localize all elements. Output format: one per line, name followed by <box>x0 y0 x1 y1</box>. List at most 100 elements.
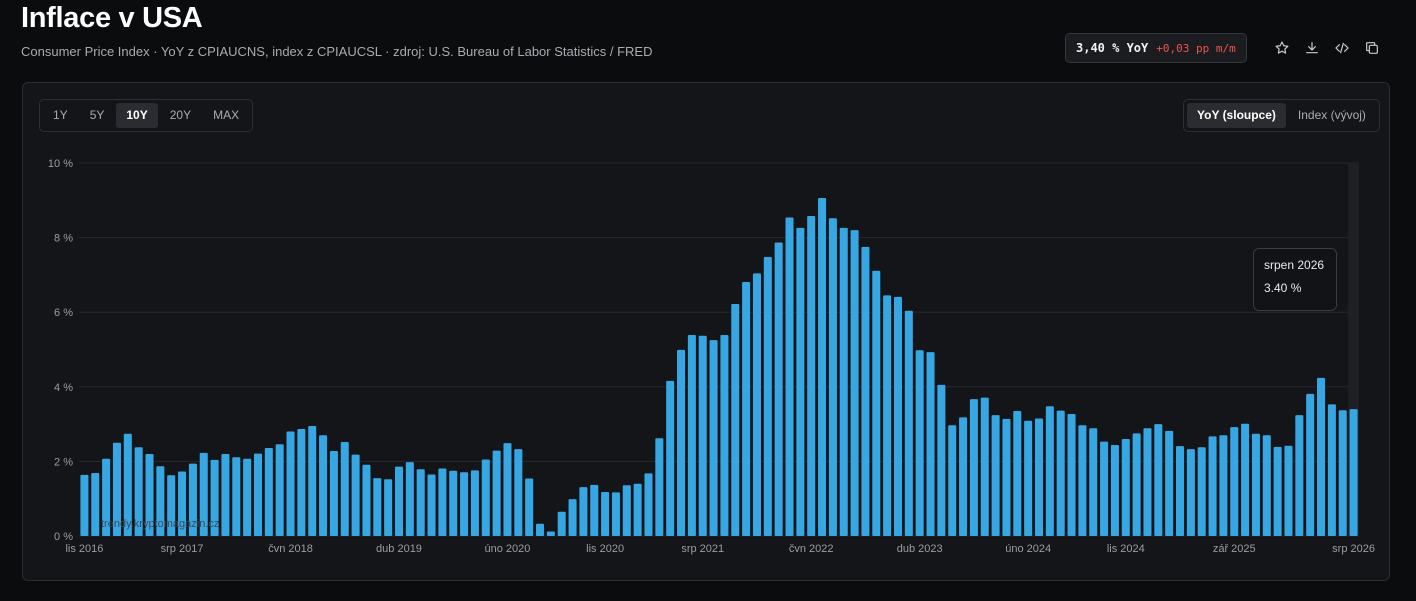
bar[interactable] <box>959 417 968 536</box>
bar[interactable] <box>828 218 837 537</box>
bar[interactable] <box>557 511 566 536</box>
bar[interactable] <box>362 464 371 536</box>
range-5y-button[interactable]: 5Y <box>89 108 105 122</box>
bar[interactable] <box>633 483 642 536</box>
bar[interactable] <box>926 352 935 536</box>
bar[interactable] <box>1295 415 1304 536</box>
bar[interactable] <box>319 435 328 536</box>
bar[interactable] <box>253 453 262 536</box>
bar[interactable] <box>839 227 848 537</box>
bar[interactable] <box>872 270 881 536</box>
bar[interactable] <box>232 457 241 536</box>
bar[interactable] <box>438 468 447 536</box>
bar[interactable] <box>1045 406 1054 536</box>
bar[interactable] <box>774 242 783 536</box>
code-icon[interactable] <box>1330 37 1354 59</box>
bar[interactable] <box>481 459 490 536</box>
bar[interactable] <box>449 470 458 536</box>
bar[interactable] <box>991 415 1000 536</box>
star-icon[interactable] <box>1270 37 1294 59</box>
bar[interactable] <box>980 397 989 536</box>
bar[interactable] <box>1078 425 1087 536</box>
mode-yoy-button[interactable]: YoY (sloupce) <box>1187 103 1286 128</box>
bar[interactable] <box>1317 377 1326 536</box>
bar[interactable] <box>1110 444 1119 536</box>
bar[interactable] <box>1176 446 1185 536</box>
bar[interactable] <box>568 499 577 536</box>
bar[interactable] <box>969 399 978 536</box>
bar[interactable] <box>579 487 588 536</box>
bar[interactable] <box>264 447 273 536</box>
bar[interactable] <box>1100 441 1109 536</box>
bar[interactable] <box>1262 435 1271 536</box>
bar[interactable] <box>1327 404 1336 536</box>
bar[interactable] <box>698 335 707 536</box>
bar[interactable] <box>861 246 870 537</box>
bar[interactable] <box>102 458 111 536</box>
bar[interactable] <box>677 349 686 536</box>
bar[interactable] <box>752 273 761 536</box>
bar[interactable] <box>611 492 620 536</box>
bar[interactable] <box>373 478 382 536</box>
bar[interactable] <box>1056 410 1065 536</box>
bar[interactable] <box>210 459 219 536</box>
bar[interactable] <box>1024 420 1033 536</box>
bar[interactable] <box>1132 433 1141 536</box>
bar[interactable] <box>503 443 512 536</box>
bar[interactable] <box>1013 411 1022 536</box>
bar[interactable] <box>1089 428 1098 536</box>
bar[interactable] <box>167 475 176 536</box>
bar[interactable] <box>1338 410 1347 536</box>
bar[interactable] <box>1306 393 1315 536</box>
bar[interactable] <box>145 453 154 536</box>
bar[interactable] <box>514 449 523 536</box>
bar[interactable] <box>460 472 469 536</box>
copy-icon[interactable] <box>1360 37 1384 59</box>
bar[interactable] <box>1186 449 1195 536</box>
bar[interactable] <box>893 296 902 536</box>
bar[interactable] <box>1067 414 1076 536</box>
bar[interactable] <box>1002 418 1011 536</box>
bar-chart[interactable]: 0 % 2 % 4 % 6 % 8 % 10 % lis 2016 srp 2017 čvn 2… <box>23 83 1389 580</box>
bar[interactable] <box>622 485 631 536</box>
bar[interactable] <box>470 470 479 536</box>
bar[interactable] <box>731 303 740 536</box>
bar[interactable] <box>937 384 946 536</box>
range-20y-button[interactable]: 20Y <box>169 108 192 122</box>
bar[interactable] <box>308 425 317 536</box>
bar[interactable] <box>416 469 425 536</box>
bar[interactable] <box>1251 433 1260 536</box>
bar[interactable] <box>384 479 393 536</box>
bar[interactable] <box>1154 424 1163 536</box>
bar[interactable] <box>199 452 208 536</box>
bar[interactable] <box>948 425 957 536</box>
bar[interactable] <box>156 466 165 536</box>
bar[interactable] <box>134 447 143 536</box>
bar[interactable] <box>1208 436 1217 536</box>
bar[interactable] <box>904 310 913 536</box>
range-max-button[interactable]: MAX <box>213 108 240 122</box>
bar[interactable] <box>1143 428 1152 536</box>
bar[interactable] <box>850 230 859 536</box>
bar[interactable] <box>112 442 121 536</box>
bar[interactable] <box>394 466 404 536</box>
bar[interactable] <box>644 473 653 536</box>
bar[interactable] <box>188 463 197 536</box>
bar[interactable] <box>742 281 751 536</box>
bar[interactable] <box>275 444 284 536</box>
bar[interactable] <box>1273 446 1282 536</box>
bar[interactable] <box>351 454 360 536</box>
bar[interactable] <box>709 340 718 536</box>
bar[interactable] <box>1219 435 1228 536</box>
bar[interactable] <box>601 491 610 536</box>
bar[interactable] <box>883 295 892 536</box>
bar[interactable] <box>123 433 132 536</box>
bar[interactable] <box>492 450 501 536</box>
bar[interactable] <box>1230 427 1239 536</box>
bar[interactable] <box>525 478 534 536</box>
bar[interactable] <box>590 484 599 536</box>
bar[interactable] <box>763 256 772 536</box>
bar[interactable] <box>1349 409 1358 536</box>
bar[interactable] <box>1241 423 1250 536</box>
mode-index-button[interactable]: Index (vývoj) <box>1297 108 1366 122</box>
